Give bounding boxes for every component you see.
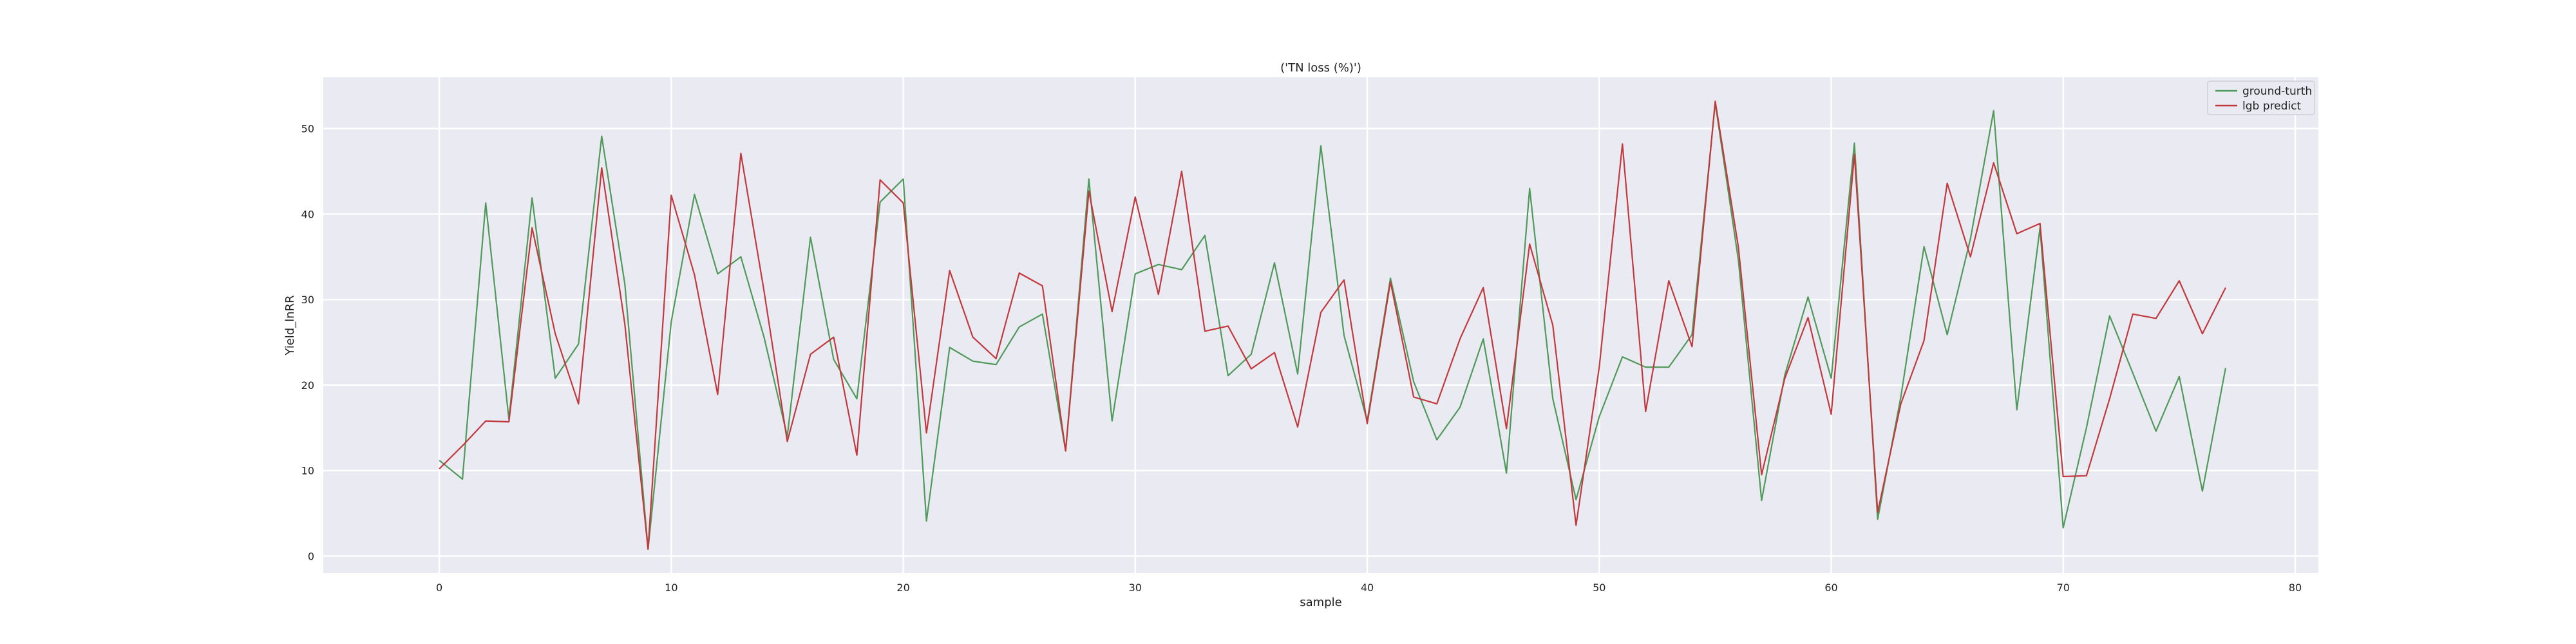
x-tick-label: 80: [2289, 582, 2302, 594]
legend: ground-turth lgb predict: [2207, 80, 2315, 115]
x-tick-label: 50: [1593, 582, 1605, 594]
y-tick-label: 20: [301, 379, 314, 392]
legend-label-lgb-predict: lgb predict: [2242, 100, 2301, 113]
plot-area: [323, 77, 2318, 573]
x-tick-label: 10: [665, 582, 677, 594]
y-tick-label: 50: [301, 123, 314, 135]
x-tick-label: 20: [896, 582, 909, 594]
x-tick-label: 60: [1824, 582, 1837, 594]
chart-title: ('TN loss (%)'): [1280, 61, 1361, 75]
y-axis-label: Yield_lnRR: [283, 295, 297, 355]
series-line-ground-turth: [439, 102, 2226, 550]
x-axis-label: sample: [1300, 596, 1341, 609]
y-tick-label: 30: [301, 294, 314, 306]
y-tick-label: 40: [301, 208, 314, 220]
x-tick-label: 40: [1361, 582, 1374, 594]
x-tick-label: 30: [1129, 582, 1142, 594]
series-layer: [439, 100, 2226, 550]
legend-label-ground-turth: ground-turth: [2242, 85, 2312, 98]
y-tick-label: 0: [308, 550, 314, 562]
x-tick-label: 70: [2057, 582, 2070, 594]
series-line-lgb-predict: [439, 100, 2226, 550]
x-tick-label: 0: [436, 582, 442, 594]
tick-labels: 0 10 20 30 40 50 60 70 80 0 10 20 30 40 50: [301, 123, 2302, 594]
y-tick-label: 10: [301, 465, 314, 477]
grid: [323, 77, 2318, 573]
